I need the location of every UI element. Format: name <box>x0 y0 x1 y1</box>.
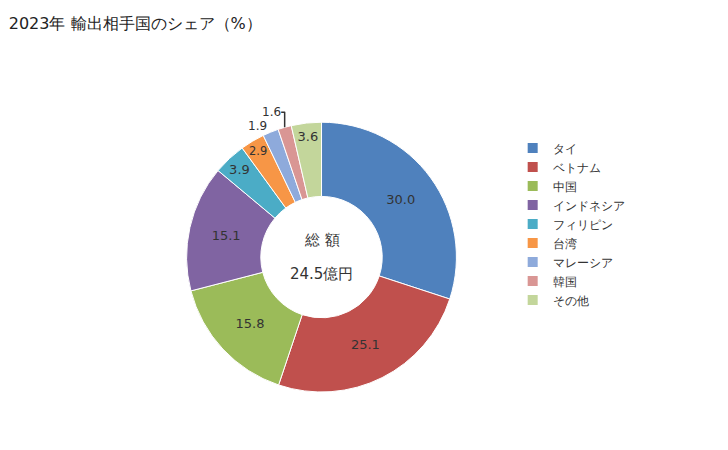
svg-text:30.0: 30.0 <box>386 192 415 207</box>
svg-text:2023年 輸出相手国のシェア（%）: 2023年 輸出相手国のシェア（%） <box>9 14 262 33</box>
svg-text:25.1: 25.1 <box>351 337 380 352</box>
svg-text:1.6: 1.6 <box>262 105 281 119</box>
svg-text:24.5億円: 24.5億円 <box>290 265 353 283</box>
svg-text:ベトナム: ベトナム <box>553 161 601 175</box>
svg-text:フィリピン: フィリピン <box>553 218 613 232</box>
svg-text:3.9: 3.9 <box>229 162 250 177</box>
svg-text:1.9: 1.9 <box>248 119 267 133</box>
svg-text:15.1: 15.1 <box>212 228 241 243</box>
svg-text:タイ: タイ <box>553 142 577 156</box>
svg-text:台湾: 台湾 <box>553 237 577 251</box>
svg-text:15.8: 15.8 <box>235 316 264 331</box>
svg-text:3.6: 3.6 <box>297 129 318 144</box>
svg-text:中国: 中国 <box>553 180 577 194</box>
svg-text:インドネシア: インドネシア <box>553 199 625 213</box>
svg-text:総 額: 総 額 <box>304 231 340 249</box>
svg-text:韓国: 韓国 <box>553 275 577 289</box>
svg-text:その他: その他 <box>553 294 589 308</box>
svg-text:マレーシア: マレーシア <box>553 256 613 270</box>
svg-text:2.9: 2.9 <box>249 144 267 158</box>
